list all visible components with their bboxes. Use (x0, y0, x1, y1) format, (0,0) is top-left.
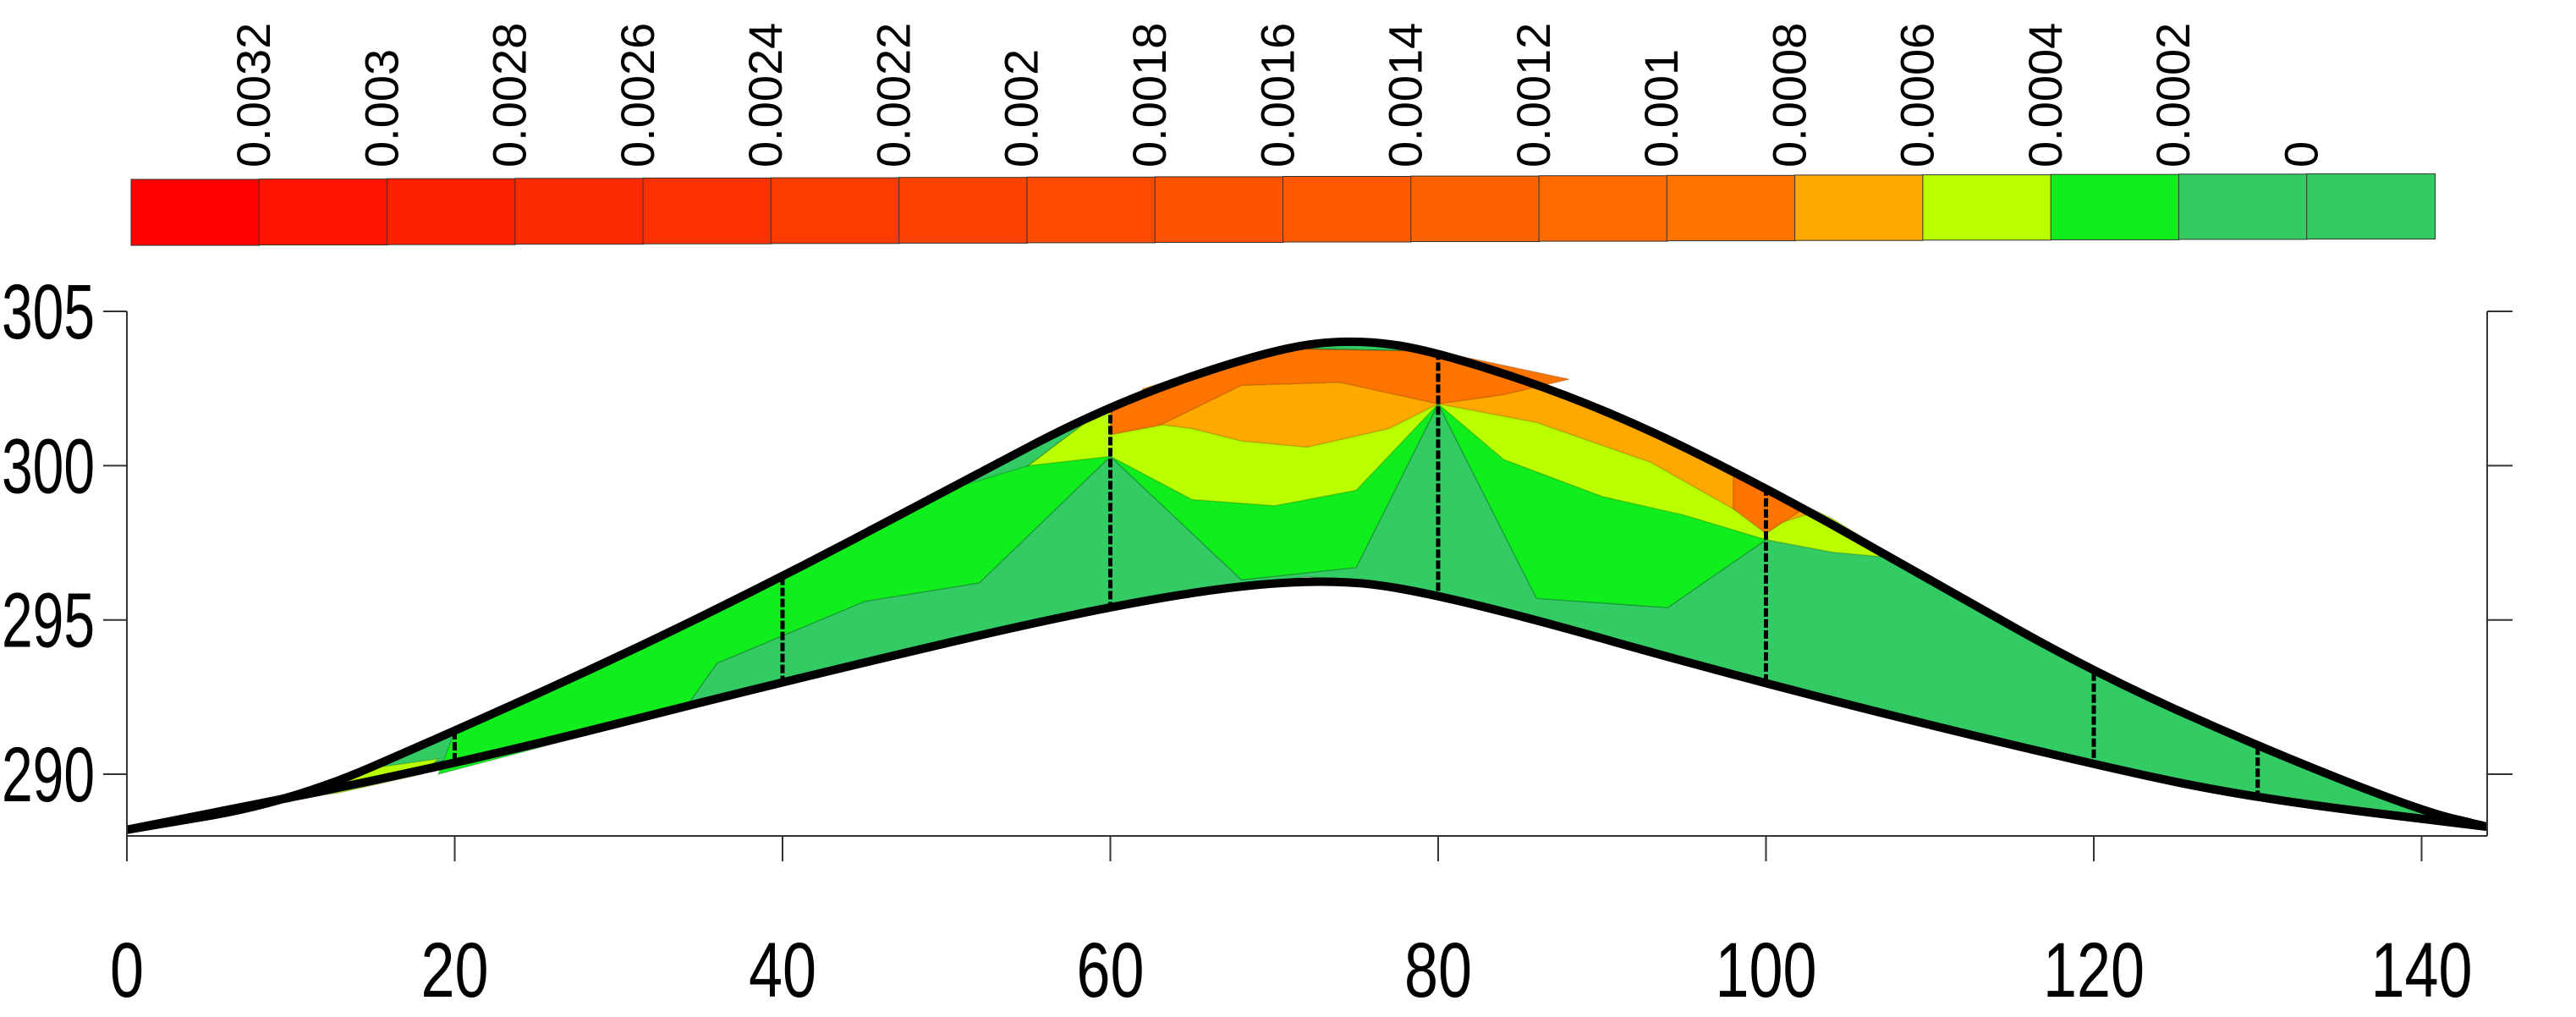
legend-label: 0.0022 (866, 23, 920, 168)
legend-swatch (1283, 176, 1412, 243)
legend-swatch (1154, 176, 1284, 243)
color-legend: 0.0032 0.003 0.0028 0.0026 0.0024 0.0022 0.002… (130, 23, 2436, 246)
legend-label: 0.0032 (227, 23, 280, 168)
legend-label: 0.002 (995, 49, 1048, 168)
legend-swatch (770, 177, 900, 245)
legend-label: 0.0002 (2146, 23, 2200, 168)
legend-label: 0.0008 (1762, 23, 1815, 168)
legend-swatch (642, 177, 772, 245)
upper-boundary-line (126, 337, 2489, 834)
legend-swatch (1538, 175, 1668, 242)
legend-swatch (2306, 173, 2436, 239)
x-tick-label: 0 (110, 927, 144, 1013)
y-tick-label: 300 (2, 423, 95, 509)
legend-label: 0.0016 (1250, 23, 1304, 168)
x-tick-label: 80 (1404, 927, 1472, 1013)
legend-swatch (2050, 173, 2180, 240)
legend-label: 0.0018 (1123, 23, 1176, 168)
legend-label: 0 (2274, 141, 2327, 168)
legend-swatch (2178, 173, 2308, 240)
legend-swatch (130, 179, 261, 246)
legend-swatch (514, 178, 645, 245)
y-tick-label: 290 (2, 732, 95, 818)
legend-swatch (898, 177, 1028, 244)
lower-boundary-line (126, 577, 2488, 834)
legend-swatch (1666, 174, 1796, 242)
y-tick-label: 295 (2, 578, 95, 664)
legend-label: 0.0012 (1507, 23, 1560, 168)
contour-region (1108, 348, 1817, 529)
legend-label: 0.0024 (739, 23, 792, 168)
legend-label: 0.001 (1634, 49, 1688, 168)
x-tick-label: 40 (749, 927, 816, 1013)
x-tick-label: 100 (1716, 927, 1817, 1013)
legend-label: 0.0006 (1891, 23, 1944, 168)
boundary-lines (126, 337, 2489, 834)
x-tick-label: 60 (1077, 927, 1145, 1013)
y-tick-label: 305 (2, 269, 95, 355)
x-tick-label: 140 (2371, 927, 2473, 1013)
contour-fills (127, 338, 2487, 830)
legend-swatch (387, 178, 516, 245)
legend-label: 0.0004 (2019, 23, 2072, 168)
x-tick-label: 120 (2043, 927, 2145, 1013)
legend-label: 0.0026 (611, 23, 664, 168)
legend-label: 0.0014 (1379, 23, 1432, 168)
x-tick-label: 20 (421, 927, 489, 1013)
legend-swatch (1794, 174, 1924, 241)
legend-label: 0.003 (354, 49, 408, 168)
legend-label: 0.0028 (483, 23, 536, 168)
legend-swatch (1410, 175, 1541, 243)
legend-swatch (258, 179, 388, 246)
legend-swatch (1026, 176, 1156, 244)
axes: 0 20 40 60 80 100 120 140 290 295 300 305 (2, 269, 2513, 1014)
legend-swatch (1922, 174, 2052, 241)
